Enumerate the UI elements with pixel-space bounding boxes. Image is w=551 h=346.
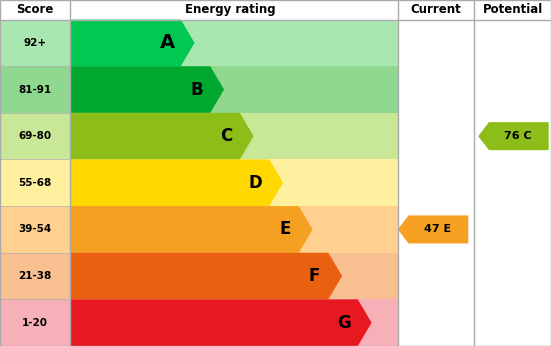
Text: 1-20: 1-20: [22, 318, 48, 328]
Text: C: C: [220, 127, 232, 145]
Text: 92+: 92+: [24, 38, 46, 48]
Polygon shape: [70, 253, 342, 299]
Bar: [0, 113, 70, 160]
Bar: [70, 253, 398, 299]
Text: 55-68: 55-68: [18, 178, 52, 188]
Bar: [70, 299, 398, 346]
Text: 39-54: 39-54: [18, 225, 52, 235]
Polygon shape: [70, 206, 312, 253]
Bar: [70, 113, 398, 160]
Text: Current: Current: [410, 3, 462, 16]
Bar: [0, 299, 70, 346]
Text: Energy rating: Energy rating: [185, 3, 276, 16]
Text: 69-80: 69-80: [18, 131, 52, 141]
Polygon shape: [478, 122, 549, 150]
Text: 21-38: 21-38: [18, 271, 52, 281]
Text: D: D: [249, 174, 262, 192]
Bar: [0, 160, 70, 206]
Bar: [70, 66, 398, 113]
Text: G: G: [337, 314, 351, 332]
Bar: [0, 20, 70, 66]
Bar: [0, 253, 70, 299]
Polygon shape: [70, 113, 253, 160]
Bar: [70, 20, 398, 66]
Text: 81-91: 81-91: [18, 84, 52, 94]
Polygon shape: [70, 299, 371, 346]
Text: A: A: [159, 34, 175, 52]
Bar: [0, 206, 70, 253]
Text: F: F: [309, 267, 320, 285]
Text: Score: Score: [17, 3, 53, 16]
Polygon shape: [398, 216, 468, 244]
Polygon shape: [70, 160, 283, 206]
Text: 76 C: 76 C: [504, 131, 532, 141]
Bar: [70, 160, 398, 206]
Text: B: B: [190, 81, 203, 99]
Bar: [70, 206, 398, 253]
Polygon shape: [70, 66, 224, 113]
Text: 47 E: 47 E: [424, 225, 451, 235]
Polygon shape: [70, 20, 195, 66]
Bar: [0, 0, 551, 20]
Bar: [0, 66, 70, 113]
Text: Potential: Potential: [483, 3, 543, 16]
Text: E: E: [279, 220, 291, 238]
